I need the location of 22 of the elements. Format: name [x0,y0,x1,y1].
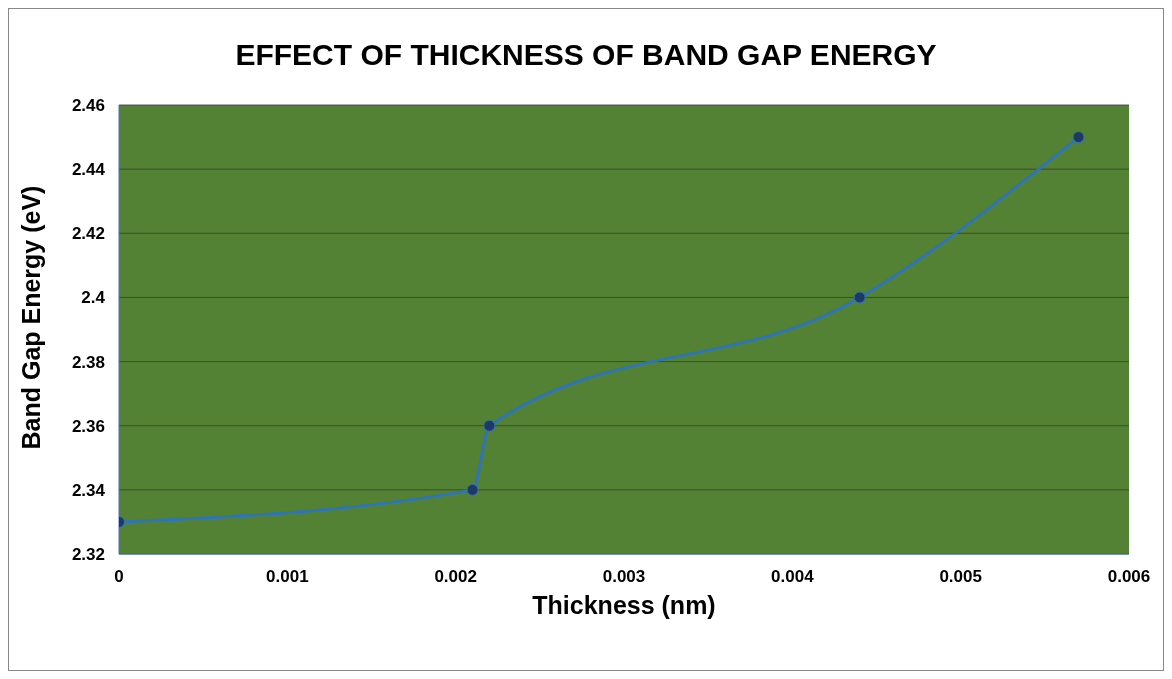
x-tick-label: 0.002 [434,567,477,587]
x-tick-label: 0.005 [939,567,982,587]
y-tick-label: 2.44 [71,160,106,180]
x-tick-label: 0.003 [602,567,646,587]
y-tick-label: 2.38 [71,352,105,372]
x-tick-label: 0.001 [266,567,309,587]
y-tick-label: 2.36 [71,416,105,436]
x-tick-label: 0.006 [1107,567,1151,587]
x-tick-label: 0.004 [771,567,815,587]
x-axis-title: Thickness (nm) [532,591,716,619]
point [483,419,496,432]
point [466,483,479,496]
y-tick-label: 2.32 [71,545,105,565]
chart-title: EFFECT OF THICKNESS OF BAND GAP ENERGY [234,37,938,73]
x-tick-label: 0 [114,567,124,587]
point [1072,131,1085,144]
y-tick-label: 2.4 [81,288,106,308]
y-tick-label: 2.42 [71,224,105,244]
point [853,291,866,304]
y-tick-label: 2.34 [71,480,106,500]
y-axis-title: Band Gap Energy (eV) [16,185,45,450]
y-tick-label: 2.46 [71,96,105,116]
